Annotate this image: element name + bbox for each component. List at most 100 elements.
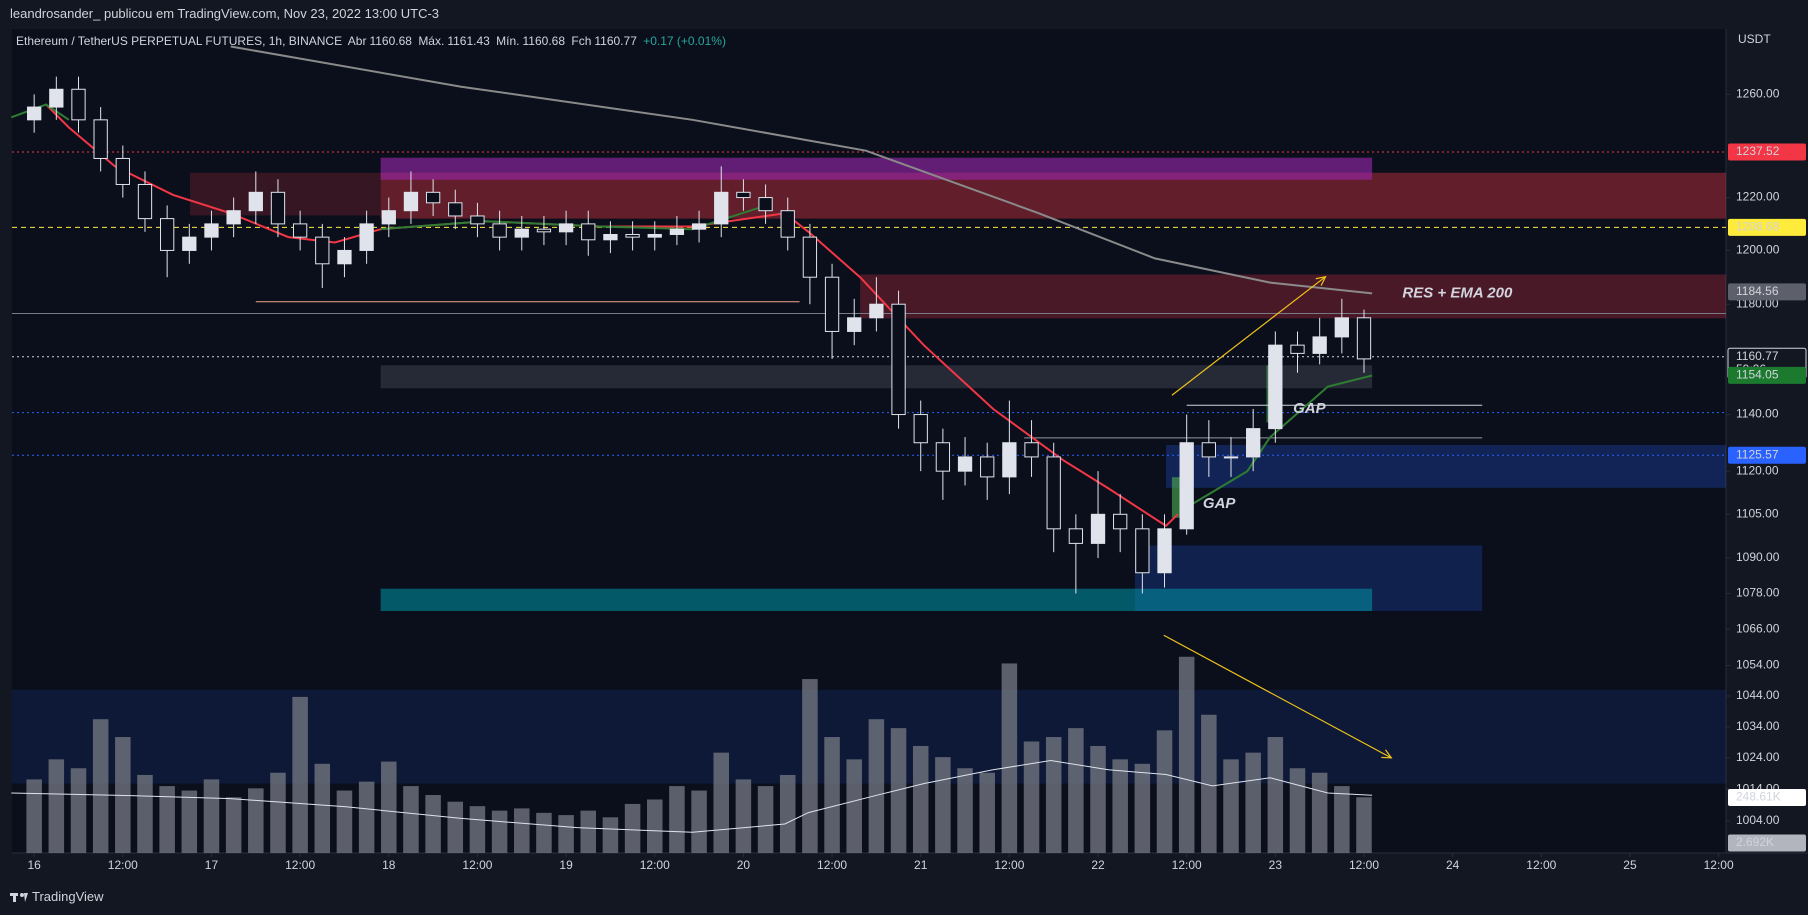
y-tick-label: 1140.00: [1736, 407, 1779, 421]
volume-bar: [1223, 759, 1239, 853]
volume-bar: [159, 786, 175, 853]
volume-bar: [1356, 797, 1372, 853]
candle-body: [780, 210, 795, 238]
candle-body: [980, 456, 995, 478]
volume-bar: [425, 795, 441, 853]
trend-arrow: [1171, 276, 1326, 396]
volume-bar: [912, 745, 929, 853]
candle-body: [1024, 442, 1039, 458]
candle-body: [691, 223, 707, 230]
candle-body: [226, 210, 241, 225]
y-tick-label: 1260.00: [1736, 87, 1780, 101]
zone: [380, 157, 1373, 180]
candle-body: [558, 223, 574, 233]
y-tick-label: 1024.00: [1736, 750, 1780, 764]
candle-body: [1002, 442, 1017, 478]
candle-body: [669, 228, 685, 235]
y-tick-label: 1078.00: [1736, 586, 1780, 600]
x-tick-label: 12:00: [640, 858, 670, 872]
price-tag: 1208.68: [1736, 220, 1780, 234]
volume-bar: [1001, 663, 1018, 853]
volume-bar: [1023, 741, 1040, 853]
volume-bar: [846, 759, 862, 853]
candle-body: [248, 191, 263, 212]
volume-ma: [11, 759, 1373, 833]
volume-bar: [270, 772, 286, 853]
price-axis-bg: [1726, 29, 1808, 853]
volume-bar: [957, 768, 973, 853]
candle-body: [1312, 336, 1327, 354]
volume-bar: [469, 806, 486, 853]
volume-bar: [935, 757, 951, 853]
candle-body: [1179, 442, 1194, 530]
candle-body: [470, 215, 485, 225]
x-tick-label: 12:00: [462, 858, 492, 872]
volume-bar: [580, 810, 597, 853]
ohlc-label: Abr: [347, 34, 367, 48]
volume-tag: 2.692K: [1736, 835, 1774, 849]
x-tick-label: 18: [382, 858, 396, 872]
legend: Ethereum / TetherUS PERPETUAL FUTURES, 1…: [16, 34, 729, 48]
candle-body: [115, 157, 130, 185]
volume-bar: [536, 812, 552, 853]
zone: [380, 588, 1373, 612]
x-tick-label: 20: [737, 858, 751, 872]
candle-body: [869, 303, 884, 319]
ohlc-value: 1160.77: [594, 34, 637, 48]
x-tick-label: 12:00: [994, 858, 1024, 872]
x-tick-label: 17: [205, 858, 219, 872]
volume-bar: [491, 810, 508, 853]
ohlc-label: Máx.: [418, 34, 445, 48]
y-tick-label: 1105.00: [1736, 506, 1779, 520]
change: +0.17 (+0.01%): [643, 34, 726, 48]
candle-body: [93, 119, 108, 159]
x-tick-label: 12:00: [1172, 858, 1202, 872]
volume-bar: [336, 790, 353, 853]
annotation: GAP: [1293, 400, 1327, 417]
x-tick-label: 12:00: [1704, 858, 1734, 872]
x-tick-label: 12:00: [285, 858, 315, 872]
candle-body: [891, 303, 906, 416]
price-tag-bg: [1728, 366, 1806, 384]
candle-body: [957, 456, 973, 472]
y-tick-label: 1200.00: [1736, 243, 1780, 257]
volume-bar: [203, 779, 220, 853]
volume-bar: [1090, 745, 1106, 853]
symbol: Ethereum / TetherUS PERPETUAL FUTURES, 1…: [16, 34, 343, 48]
volume-bar: [624, 803, 641, 853]
annotation: RES + EMA 200: [1402, 284, 1513, 301]
y-tick-label: 1090.00: [1736, 550, 1780, 564]
volume-bar: [1311, 772, 1328, 853]
candle-body: [1046, 456, 1061, 530]
zone: [380, 365, 1373, 389]
volume-bar: [1156, 730, 1173, 853]
price-tag-bg: [1728, 143, 1806, 161]
candle-body: [603, 233, 618, 241]
candle-body: [1246, 428, 1261, 458]
volume-bar: [669, 786, 685, 853]
candle-body: [647, 233, 662, 238]
candle-body: [1068, 528, 1084, 544]
candle-body: [359, 223, 374, 251]
volume-bar: [824, 737, 840, 853]
trend-arrow: [1163, 634, 1392, 759]
candle-body: [1356, 317, 1372, 360]
zone: [860, 274, 1726, 319]
x-tick-label: 25: [1623, 858, 1637, 872]
price-tag: 1154.05: [1736, 368, 1779, 382]
volume-bar: [1289, 768, 1306, 853]
candle-body: [1268, 344, 1283, 430]
ohlc-label: Fch: [571, 34, 592, 48]
ohlc-value: 1160.68: [522, 34, 566, 48]
ohlc-value: 1161.43: [447, 34, 490, 48]
x-tick-label: 24: [1446, 858, 1460, 872]
y-tick-label: 1034.00: [1736, 719, 1780, 733]
volume-bar: [558, 815, 574, 853]
volume-bar: [1178, 656, 1195, 853]
price-tag-bg: [1728, 283, 1806, 301]
volume-tag: 248.61K: [1736, 790, 1781, 804]
annotation: GAP: [1203, 495, 1237, 512]
candle-body: [736, 191, 751, 199]
